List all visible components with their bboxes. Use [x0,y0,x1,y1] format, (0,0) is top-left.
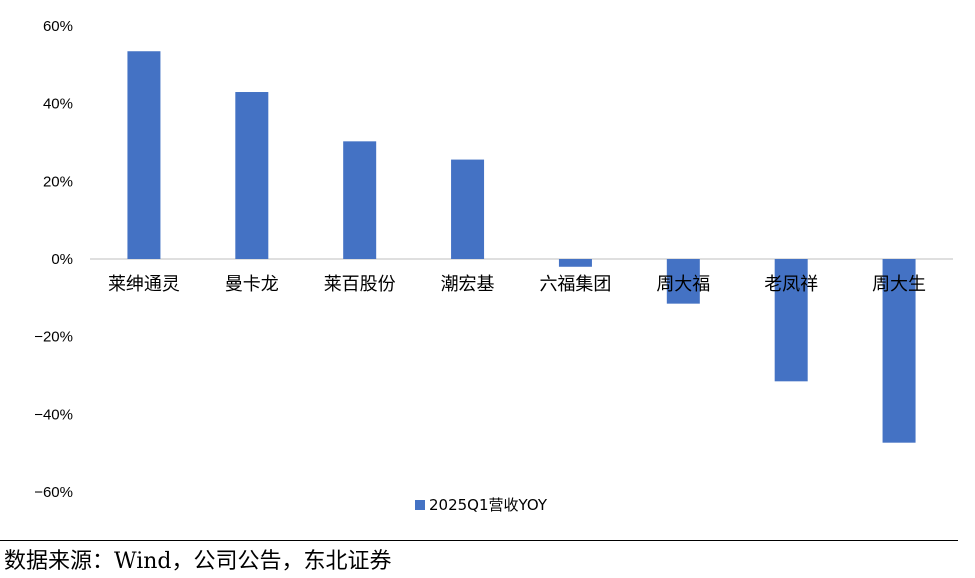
x-axis-category-labels: 莱绅通灵 曼卡龙 莱百股份 潮宏基 六福集团 周大福 老凤祥 周大生 [108,274,926,295]
bar [774,259,808,382]
y-tick-label: −40% [34,406,73,423]
legend-swatch [415,499,425,510]
y-tick-label: 40% [43,96,73,113]
x-category-label: 潮宏基 [441,274,495,295]
y-tick-label: 60% [43,18,73,35]
bar [127,51,161,259]
y-tick-label: 0% [51,251,73,268]
y-tick-label: 20% [43,173,73,190]
x-category-label: 老凤祥 [764,274,818,295]
y-tick-label: −20% [34,329,73,346]
bar-chart: 60% 40% 20% 0% −20% −40% −60% 莱绅通灵 曼卡龙 莱百股份 潮宏基 六福… [34,18,953,501]
source-divider [0,540,958,541]
bar [235,92,269,260]
y-axis-tick-labels: 60% 40% 20% 0% −20% −40% −60% [34,18,73,501]
bar [451,159,485,259]
bar [343,141,377,259]
bar [558,259,592,267]
bar [882,259,916,443]
bar [666,259,700,304]
y-tick-label: −60% [34,484,73,501]
legend-label: 2025Q1营收YOY [429,496,548,514]
source-note: 数据来源：Wind，公司公告，东北证券 [4,549,392,574]
x-category-label: 六福集团 [539,274,611,295]
x-category-label: 周大福 [656,274,710,295]
x-category-label: 莱绅通灵 [108,274,180,295]
x-category-label: 莱百股份 [324,274,396,295]
bars [127,51,916,443]
legend: 2025Q1营收YOY [415,494,547,515]
x-category-label: 周大生 [872,274,926,295]
x-category-label: 曼卡龙 [225,274,279,295]
